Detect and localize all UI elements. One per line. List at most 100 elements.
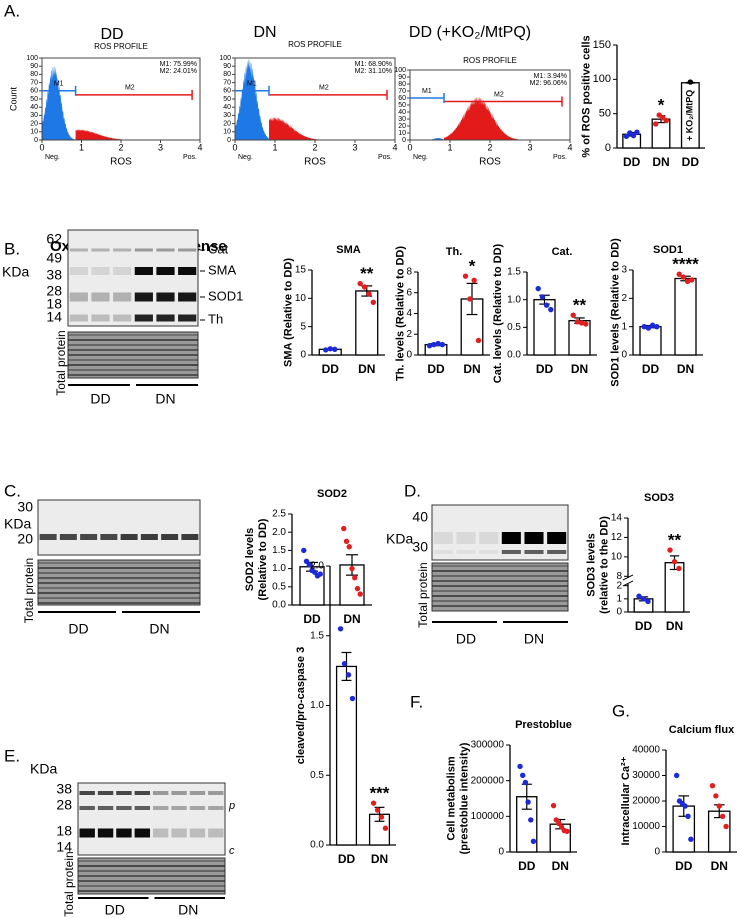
y-tick-label: 0	[300, 350, 306, 361]
marker-label: 38	[56, 781, 72, 797]
y-tick-label: 0.5	[272, 581, 286, 592]
group-label: DN	[178, 902, 198, 918]
x-tick-label: 4	[567, 142, 572, 152]
data-point	[357, 280, 363, 287]
data-point	[535, 285, 541, 292]
x-tick-label: DN	[343, 612, 360, 626]
x-tick-label: DD	[635, 619, 653, 633]
marker-label: 30	[412, 539, 428, 555]
gate-label: M1	[247, 81, 257, 88]
axis-break	[622, 580, 634, 587]
y-axis-label: SOD2 levels	[244, 528, 256, 592]
data-point	[640, 596, 647, 602]
y-tick-label: 100	[26, 55, 38, 62]
marker-label: 30	[17, 499, 33, 515]
blot-band	[69, 292, 88, 302]
y-tick-label: 80	[30, 71, 38, 78]
group-label: DD	[456, 631, 476, 647]
panel-label: C.	[4, 481, 21, 500]
data-point	[676, 271, 682, 277]
data-point	[370, 800, 377, 806]
y-tick-label: 5	[300, 321, 306, 332]
blot-band	[479, 550, 499, 554]
y-axis-label: SMA (Relative to DD)	[283, 258, 295, 367]
blot-band	[134, 267, 153, 275]
data-point	[676, 565, 682, 572]
x-tick-label: DN	[371, 852, 388, 866]
data-point	[719, 813, 726, 819]
group-label: DD	[68, 621, 88, 637]
data-point	[709, 783, 716, 789]
marker-label: 38	[46, 267, 62, 283]
y-tick-label: 2.0	[310, 561, 324, 572]
data-point	[574, 319, 581, 325]
blot-band	[156, 267, 175, 275]
data-point	[578, 320, 585, 326]
blot-band	[113, 248, 132, 252]
pos-label: Pos.	[553, 154, 567, 161]
x-tick-label: 0	[407, 142, 412, 152]
blot-band	[100, 534, 118, 540]
chart-title: SMA	[336, 244, 361, 256]
bar-inner-label: + KO₂/MtPQ	[685, 90, 695, 141]
blot-band	[91, 314, 110, 322]
x-tick-label: 3	[352, 142, 357, 152]
y-tick-label: 10	[223, 129, 231, 136]
y-tick-label: 90	[30, 63, 38, 70]
chart-title: Calcium flux	[669, 724, 735, 736]
x-tick-label: 1	[79, 142, 84, 152]
y-tick-label: 90	[398, 74, 406, 81]
blot-band	[120, 534, 138, 540]
x-tick-label: DD	[322, 362, 340, 376]
data-point	[680, 274, 687, 280]
y-tick-label: 0.0	[310, 840, 324, 851]
data-point	[349, 565, 355, 572]
blot-band	[152, 806, 169, 810]
y-tick-label: 0	[616, 607, 622, 618]
blot-band	[134, 292, 153, 302]
x-tick-label: DD	[427, 362, 445, 376]
data-point	[431, 341, 437, 348]
unit-label: KDa	[2, 264, 29, 280]
blot-band	[456, 532, 476, 544]
gate-m1-value: M1: 3.94%	[534, 73, 567, 80]
marker-label: 18	[56, 823, 72, 839]
y-tick-label: 300000	[471, 740, 505, 751]
data-point	[475, 337, 482, 344]
data-point	[426, 342, 433, 349]
y-axis-label: % of ROS positive cells	[580, 35, 592, 157]
y-axis-label: (Relative to DD)	[257, 518, 269, 600]
gate-m1-value: M1: 68.90%	[355, 61, 392, 68]
y-tick-label: 0	[402, 137, 406, 144]
data-point	[467, 296, 473, 302]
blot-band	[152, 791, 169, 795]
marker-label: 20	[17, 531, 33, 547]
x-tick-label: DD	[623, 155, 641, 169]
x-tick-label: DD	[642, 362, 660, 376]
y-tick-label: 30	[398, 116, 406, 123]
blot-band	[524, 532, 544, 544]
blot-band	[79, 791, 95, 795]
blot	[37, 499, 201, 556]
x-tick-label: DN	[358, 362, 375, 376]
data-point	[689, 277, 695, 283]
blot-band	[134, 806, 151, 810]
y-tick-label: 8	[616, 571, 622, 582]
data-point	[663, 117, 669, 124]
y-tick-label: 2.0	[272, 527, 286, 538]
blot-band	[433, 550, 453, 554]
data-point	[543, 302, 550, 308]
data-point	[685, 813, 691, 819]
marker-label: 28	[46, 283, 62, 299]
error-bar	[346, 554, 358, 576]
blot-band	[178, 292, 197, 302]
blot-band	[39, 534, 57, 540]
histogram	[235, 58, 269, 140]
blot-band	[171, 828, 187, 838]
y-axis-label: cleaved/pro-caspase 3	[295, 647, 307, 764]
y-tick-label: 40000	[632, 745, 660, 756]
panel-label: G.	[612, 701, 630, 720]
gate-label: M1	[422, 88, 432, 95]
x-tick-label: 2	[118, 142, 123, 152]
total-protein-label: Total protein	[22, 558, 36, 623]
